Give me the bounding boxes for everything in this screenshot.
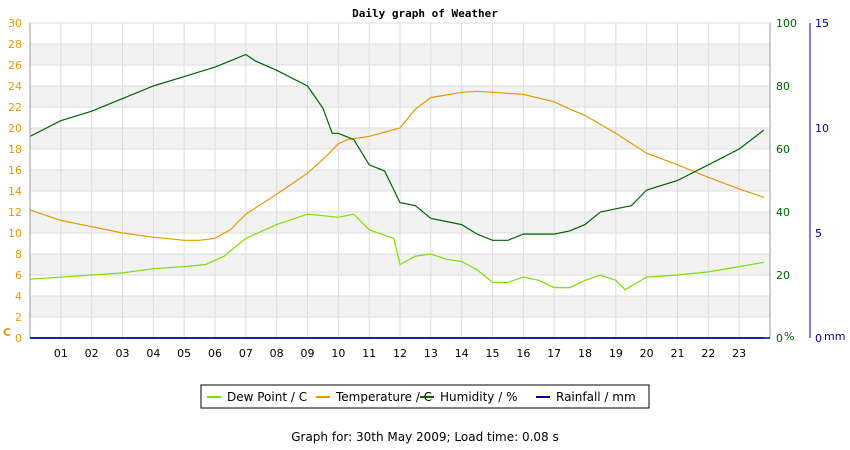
x-tick-label: 12	[393, 347, 407, 360]
chart-title: Daily graph of Weather	[352, 7, 498, 20]
rainfall-axis-unit: mm	[824, 330, 845, 343]
left-tick-label: 2	[15, 311, 22, 324]
x-tick-label: 09	[301, 347, 315, 360]
x-tick-label: 17	[547, 347, 561, 360]
humidity-tick-label: 0	[776, 332, 783, 345]
left-tick-label: 22	[8, 101, 22, 114]
left-tick-label: 20	[8, 122, 22, 135]
humidity-tick-label: 60	[776, 143, 790, 156]
humidity-axis-unit: %	[784, 330, 794, 343]
series-line-temperature	[29, 90, 764, 241]
legend-label: Humidity / %	[440, 390, 517, 404]
left-tick-label: 30	[8, 17, 22, 30]
rainfall-tick-label: 15	[815, 17, 829, 30]
humidity-axis-ticks: 0 20 40 60 80 100	[776, 17, 797, 345]
x-axis-ticks: 01 02 03 04 05 06 07 08 09 10 11 12 13 14 15 16 17 18 19 20…	[54, 347, 746, 360]
axes	[29, 23, 811, 339]
x-tick-label: 16	[516, 347, 530, 360]
legend: Dew Point / C Temperature / C Humidity / %…	[200, 384, 650, 409]
rainfall-tick-label: 5	[815, 227, 822, 240]
footer-text: Graph for: 30th May 2009; Load time: 0.0…	[291, 430, 559, 444]
x-tick-label: 04	[146, 347, 160, 360]
legend-label: Rainfall / mm	[556, 390, 636, 404]
x-tick-label: 21	[671, 347, 685, 360]
x-tick-label: 07	[239, 347, 253, 360]
x-tick-label: 13	[424, 347, 438, 360]
left-tick-label: 6	[15, 269, 22, 282]
legend-label: Temperature / C	[335, 390, 432, 404]
humidity-tick-label: 100	[776, 17, 797, 30]
left-tick-label: 8	[15, 248, 22, 261]
x-tick-label: 22	[701, 347, 715, 360]
rainfall-tick-label: 10	[815, 122, 829, 135]
left-tick-label: 0	[15, 332, 22, 345]
left-tick-label: 16	[8, 164, 22, 177]
left-tick-label: 4	[15, 290, 22, 303]
left-tick-label: 10	[8, 227, 22, 240]
x-tick-label: 15	[486, 347, 500, 360]
legend-label: Dew Point / C	[227, 390, 307, 404]
humidity-tick-label: 20	[776, 269, 790, 282]
x-tick-label: 10	[331, 347, 345, 360]
x-tick-label: 02	[85, 347, 99, 360]
left-axis-unit: C	[3, 326, 11, 339]
x-tick-label: 19	[609, 347, 623, 360]
series-line-humidity	[29, 53, 765, 241]
humidity-tick-label: 40	[776, 206, 790, 219]
humidity-tick-label: 80	[776, 80, 790, 93]
x-tick-label: 08	[270, 347, 284, 360]
left-tick-label: 24	[8, 80, 22, 93]
left-tick-label: 18	[8, 143, 22, 156]
x-tick-label: 06	[208, 347, 222, 360]
x-tick-label: 01	[54, 347, 68, 360]
x-tick-label: 11	[362, 347, 376, 360]
left-tick-label: 12	[8, 206, 22, 219]
grid-lines	[30, 22, 770, 339]
x-tick-label: 23	[732, 347, 746, 360]
x-tick-label: 20	[640, 347, 654, 360]
rainfall-axis-ticks: 0 5 10 15	[815, 17, 829, 345]
x-tick-label: 18	[578, 347, 592, 360]
rainfall-tick-label: 0	[815, 332, 822, 345]
series-line-dew-point	[29, 213, 764, 291]
x-tick-label: 14	[455, 347, 469, 360]
left-tick-label: 28	[8, 38, 22, 51]
left-tick-label: 26	[8, 59, 22, 72]
x-tick-label: 03	[116, 347, 130, 360]
x-tick-label: 05	[177, 347, 191, 360]
left-tick-label: 14	[8, 185, 22, 198]
